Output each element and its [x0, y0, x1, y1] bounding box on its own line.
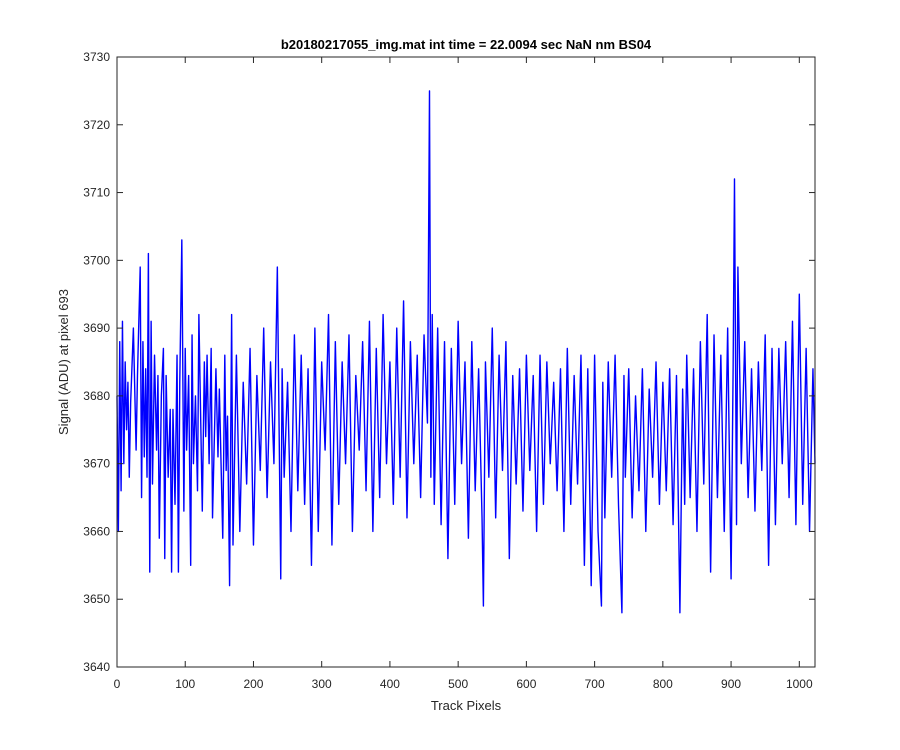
- y-tick-label: 3710: [83, 186, 110, 200]
- y-tick-label: 3640: [83, 660, 110, 674]
- x-tick-label: 700: [585, 677, 605, 691]
- data-series: [116, 90, 816, 614]
- y-tick-label: 3650: [83, 592, 110, 606]
- x-tick-label: 500: [448, 677, 468, 691]
- x-tick-label: 200: [243, 677, 263, 691]
- y-tick-label: 3730: [83, 50, 110, 64]
- plot-area: [117, 57, 815, 667]
- chart-title: b20180217055_img.mat int time = 22.0094 …: [281, 37, 652, 52]
- x-tick-label: 100: [175, 677, 195, 691]
- y-tick-label: 3670: [83, 457, 110, 471]
- y-tick-label: 3700: [83, 253, 110, 267]
- y-tick-label: 3660: [83, 524, 110, 538]
- x-tick-label: 600: [516, 677, 536, 691]
- axes-box: [116, 56, 816, 668]
- axis-ticks: 0 100 200 300 400 500 600 700 800 900 1000 3640 3650…: [83, 50, 815, 691]
- x-axis-label: Track Pixels: [431, 698, 502, 713]
- x-tick-label: 800: [653, 677, 673, 691]
- y-axis-label: Signal (ADU) at pixel 693: [56, 289, 71, 435]
- x-tick-label: 0: [114, 677, 121, 691]
- y-tick-label: 3680: [83, 389, 110, 403]
- x-tick-label: 300: [312, 677, 332, 691]
- series-line: [116, 90, 816, 614]
- y-tick-label: 3720: [83, 118, 110, 132]
- x-tick-label: 400: [380, 677, 400, 691]
- x-tick-label: 900: [721, 677, 741, 691]
- x-tick-label: 1000: [786, 677, 813, 691]
- y-tick-label: 3690: [83, 321, 110, 335]
